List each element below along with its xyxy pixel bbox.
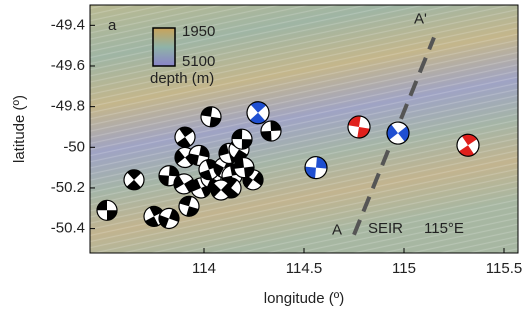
x-tick-label: 114 [192, 260, 216, 277]
profile-label: A' [414, 10, 427, 27]
region-label: SEIR [368, 220, 403, 237]
x-tick-label: 115 [392, 260, 416, 277]
focal-mechanism [232, 129, 252, 149]
x-axis-title: longitude (º) [264, 290, 345, 307]
x-tick-label: 115.5 [486, 260, 522, 277]
profile-label: A [332, 222, 342, 239]
y-tick-label: -50.4 [51, 220, 85, 237]
meridian-label: 115°E [424, 220, 464, 237]
panel-label: a [108, 17, 117, 34]
colorbar-label: 5100 [182, 53, 215, 70]
colorbar [153, 28, 175, 66]
colorbar-title: depth (m) [150, 70, 214, 87]
map: a 1950 5100 depth (m) SEIR 115°E longitu… [0, 0, 525, 315]
y-tick-label: -50 [63, 138, 85, 155]
y-tick-label: -50.2 [51, 179, 85, 196]
colorbar-label: 1950 [182, 23, 215, 40]
y-tick-label: -49.4 [51, 16, 85, 33]
y-tick-label: -49.8 [51, 98, 85, 115]
focal-mechanism [97, 200, 117, 220]
y-tick-label: -49.6 [51, 57, 85, 74]
focal-mechanism [260, 121, 281, 142]
y-axis-title: latitude (º) [11, 95, 28, 163]
x-tick-label: 114.5 [286, 260, 322, 277]
